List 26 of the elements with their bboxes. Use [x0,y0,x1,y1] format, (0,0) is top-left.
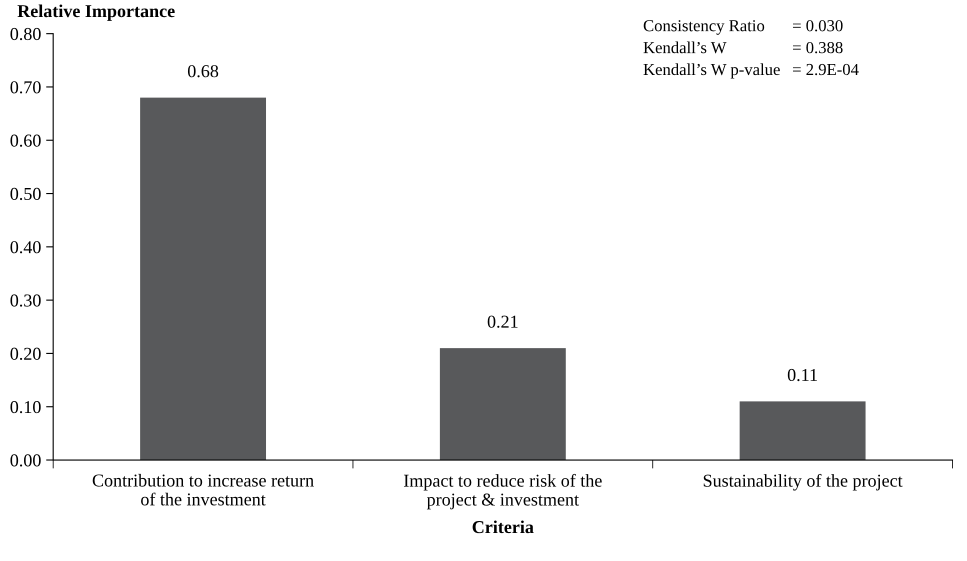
bar [140,98,266,460]
y-tick-label: 0.60 [10,134,41,147]
y-tick-label: 0.40 [10,241,41,254]
x-axis-title: Criteria [472,520,534,534]
annotation: Consistency Ratio [644,20,764,35]
bar [740,401,866,460]
data-label: 0.21 [488,316,518,328]
y-tick-label: 0.20 [10,348,41,360]
x-tick-label: Sustainability of the project [704,474,903,491]
annotation: = 2.9E-04 [792,64,859,76]
bar [440,348,566,460]
y-tick-label: 0.30 [10,294,41,307]
y-tick-label: 0.10 [10,400,41,414]
annotation: Kendall’s W [644,42,727,54]
annotation: = 0.388 [792,42,843,54]
y-tick-label: 0.00 [10,454,41,467]
y-axis-title: Relative Importance [18,4,175,21]
data-label: 0.11 [788,368,817,382]
y-tick-label: 0.50 [10,188,41,200]
y-tick-label: 0.80 [10,28,41,40]
data-label: 0.68 [188,65,218,78]
text: = 0.030 [792,20,843,32]
x-tick-label: Impact to reduce risk of the project & investment [404,474,602,510]
annotation: Kendall’s W p-value [644,63,780,79]
x-tick-label: Contribution to increase return of the investment [92,474,314,506]
y-tick-label: 0.70 [10,81,41,94]
